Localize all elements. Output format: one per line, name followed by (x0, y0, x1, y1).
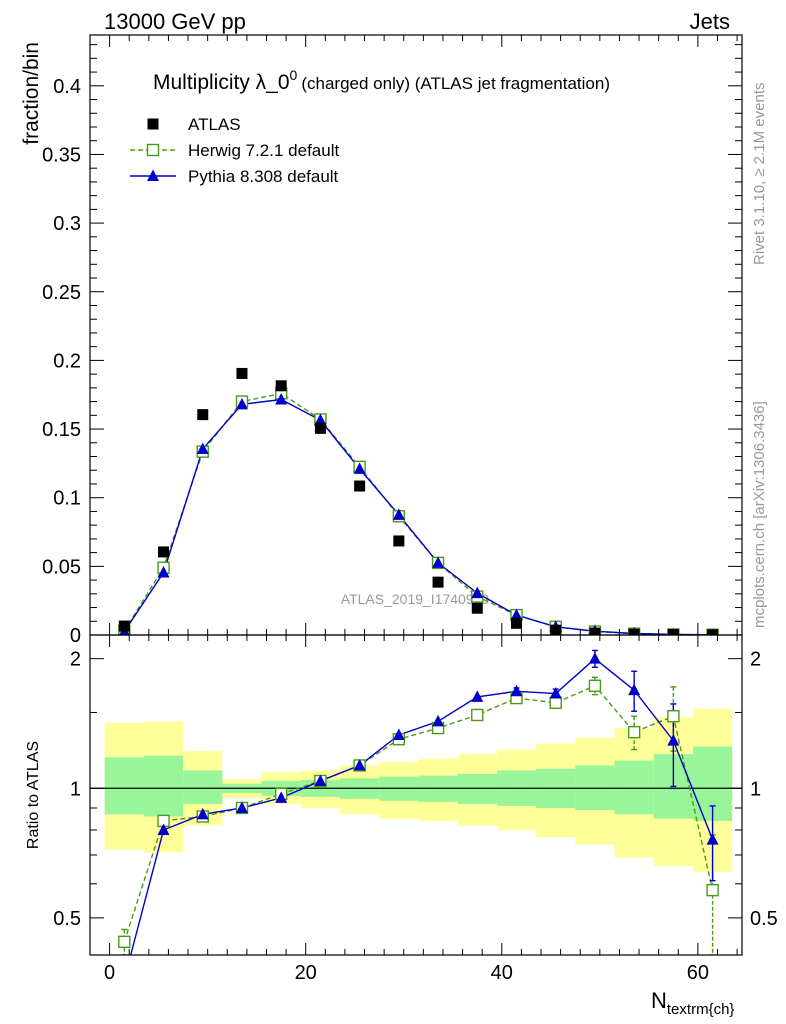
y-tick-label: 0.25 (42, 282, 81, 304)
pythia-ratio-point (588, 652, 601, 664)
atlas-point (354, 480, 366, 492)
pythia-point (353, 462, 366, 474)
ratio-tick-label-right: 2 (750, 649, 761, 671)
atlas-point (471, 602, 483, 614)
pythia-ratio-point (392, 728, 405, 740)
legend-label: ATLAS (188, 115, 241, 134)
herwig-ratio-point (549, 696, 562, 709)
legend-label: Herwig 7.2.1 default (188, 141, 339, 160)
main-panel-data (118, 367, 719, 635)
atlas-point (628, 628, 640, 635)
atlas-point (432, 576, 444, 588)
y-tick-label: 0 (70, 625, 81, 647)
pythia-ratio-point (432, 714, 445, 727)
pythia-ratio-point (196, 807, 209, 820)
ratio-tick-label-right: 1 (750, 778, 761, 800)
pythia-point (196, 442, 209, 454)
green-band (183, 770, 223, 804)
pythia-ratio-point (157, 823, 170, 836)
atlas-point (393, 535, 405, 547)
atlas-point (118, 620, 130, 632)
legend-label: Pythia 8.308 default (188, 167, 339, 186)
pythia-point (510, 608, 523, 621)
y-tick-label: 0.05 (42, 556, 81, 578)
ratio-tick-label-left: 1 (70, 778, 81, 800)
pythia-ratio-point (667, 734, 680, 746)
ratio-panel-data (118, 649, 719, 985)
green-band (614, 760, 654, 815)
y-axis-label: fraction/bin (20, 42, 43, 145)
pythia-point (157, 566, 170, 578)
x-tick-label: 0 (104, 962, 115, 984)
herwig-ratio-point (706, 883, 719, 897)
y-tick-label: 0.15 (42, 419, 81, 441)
pythia-point (392, 508, 405, 520)
ratio-line (123, 684, 714, 943)
herwig-ratio-point (118, 935, 131, 948)
side-label-upper: Rivet 3.1.10, ≥ 2.1M events (751, 83, 768, 266)
pythia-point (314, 413, 327, 426)
legend-marker-herwig (146, 143, 160, 157)
pythia-ratio-point (235, 801, 248, 813)
series-line (123, 398, 713, 635)
y-tick-label: 0.3 (53, 213, 81, 235)
atlas-point (510, 617, 522, 629)
x-axis-label: Ntextrm{ch} (651, 988, 734, 1018)
pythia-ratio-point (706, 833, 719, 845)
pythia-ratio-point (314, 774, 327, 786)
atlas-point (314, 422, 326, 434)
x-tick-label: 20 (295, 962, 317, 984)
watermark: ATLAS_2019_I1740909 (341, 591, 490, 607)
ratio-tick-label-left: 2 (70, 649, 81, 671)
herwig-ratio-point (667, 710, 680, 723)
ratio-y-axis-label: Ratio to ATLAS (25, 741, 42, 849)
chart-title: Multiplicity λ_00 (charged only) (ATLAS j… (153, 67, 610, 94)
pythia-point (275, 393, 288, 405)
atlas-point (236, 367, 248, 379)
herwig-ratio-point (471, 708, 484, 722)
herwig-ratio-point (588, 679, 602, 692)
green-band (457, 773, 497, 804)
header-right: Jets (690, 9, 730, 34)
y-tick-label: 0.35 (42, 144, 81, 166)
pythia-ratio-point (353, 758, 366, 771)
y-tick-label: 0.2 (53, 350, 81, 372)
pythia-point (471, 586, 484, 599)
y-tick-label: 0.1 (53, 488, 81, 510)
atlas-point (197, 409, 209, 421)
pythia-ratio-point (628, 683, 641, 696)
y-tick-label: 0.4 (53, 76, 81, 98)
ratio-panel-frame (89, 634, 743, 956)
green-band (143, 755, 184, 817)
pythia-point (235, 397, 248, 410)
atlas-point (550, 624, 562, 635)
legend-marker-pythia (147, 169, 159, 181)
pythia-ratio-point (118, 973, 130, 985)
side-label-lower: mcplots.cern.ch [arXiv:1306.3436] (751, 401, 768, 628)
pythia-point (432, 556, 445, 568)
green-band (104, 757, 144, 815)
pythia-ratio-point (510, 684, 523, 697)
x-tick-label: 60 (687, 962, 709, 984)
herwig-ratio-point (627, 725, 641, 739)
ratio-tick-label-right: 0.5 (750, 908, 778, 930)
pythia-ratio-point (549, 687, 562, 699)
pythia-ratio-point (471, 690, 484, 702)
atlas-point (667, 629, 679, 635)
atlas-point (589, 627, 601, 635)
ratio-line (129, 657, 714, 955)
header-left: 13000 GeV pp (104, 9, 246, 34)
x-tick-label: 40 (491, 962, 513, 984)
axis-ticks: 0 20 40 60 0 0.05 0.1 0.15 0.2 0.25 0.3 0.35 0.4 0.5 0… (42, 35, 778, 984)
atlas-point (275, 380, 287, 392)
ratio-tick-label-left: 0.5 (53, 908, 81, 930)
atlas-point (707, 629, 719, 635)
pythia-ratio-point (275, 791, 288, 803)
legend: ATLAS Herwig 7.2.1 default Pythia 8.308 de… (130, 115, 339, 186)
atlas-point (158, 546, 170, 558)
legend-marker-atlas (147, 118, 159, 130)
